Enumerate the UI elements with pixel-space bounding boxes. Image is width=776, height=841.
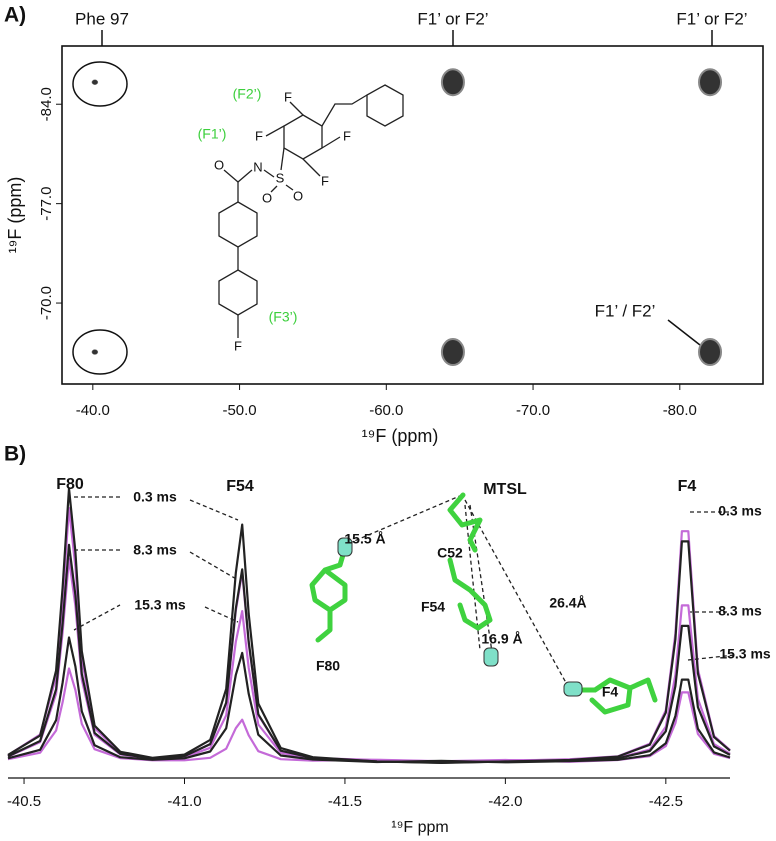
annotation: 0.3 ms: [133, 489, 177, 505]
annotation: (F1’): [198, 126, 227, 142]
annotation: 8.3 ms: [718, 603, 762, 619]
spectrum-line: [7, 487, 731, 764]
annotation: C52: [437, 545, 463, 561]
y-tick-label: -84.0: [38, 87, 55, 121]
leader-line: [667, 319, 701, 346]
annotation: F54: [226, 478, 254, 495]
plot-frame: [61, 45, 764, 385]
annotation: Phe 97: [75, 9, 129, 28]
annotation: F4: [602, 684, 619, 700]
atom-label: F: [234, 338, 242, 353]
x-tick-label: -40.0: [76, 402, 110, 419]
x-tick-label: -40.5: [7, 793, 41, 810]
x-tick-label: -42.5: [649, 793, 683, 810]
annotation: F54: [421, 599, 445, 615]
annotation: 16.9 Å: [481, 631, 522, 647]
peak: [440, 338, 465, 367]
x-axis-label: ¹⁹F (ppm): [362, 426, 439, 446]
annotation: MTSL: [483, 481, 527, 498]
peak: [440, 68, 465, 97]
atom-label: N: [253, 159, 262, 174]
annotation: (F2’): [233, 86, 262, 102]
molecule-sticks: [309, 492, 658, 715]
annotation: 15.5 Å: [344, 531, 385, 547]
annotation: F1’ or F2’: [417, 9, 488, 28]
x-tick-label: -41.5: [328, 793, 362, 810]
spectrum-line: [7, 557, 731, 764]
atom-label: F: [321, 173, 329, 188]
x-tick-label: -42.0: [488, 793, 522, 810]
annotation: F80: [316, 658, 340, 674]
annotation: 8.3 ms: [133, 542, 177, 558]
spectrum-line: [7, 667, 731, 763]
atom-label: O: [262, 190, 272, 205]
atom-label: O: [214, 157, 224, 172]
molecule-structure: [218, 84, 404, 338]
panel-label: B): [4, 443, 26, 466]
peak: [698, 68, 723, 97]
atom-label: O: [293, 188, 303, 203]
y-tick-label: -70.0: [38, 286, 55, 320]
x-tick-label: -41.0: [167, 793, 201, 810]
y-axis-label: ¹⁹F (ppm): [5, 177, 25, 254]
x-tick-label: -70.0: [516, 402, 550, 419]
circle-marker: [72, 329, 128, 375]
annotation: F4: [678, 478, 697, 495]
annotation: F1’ / F2’: [595, 301, 656, 320]
y-tick-label: -77.0: [38, 187, 55, 221]
annotation: (F3’): [269, 309, 298, 325]
annotation: F80: [56, 476, 84, 493]
peak: [698, 338, 723, 367]
x-tick-label: -50.0: [222, 402, 256, 419]
atom-label: S: [276, 170, 285, 185]
x-axis-label: ¹⁹F ppm: [391, 819, 449, 836]
panel-label: A): [4, 4, 26, 27]
annotation: F1’ or F2’: [676, 9, 747, 28]
peak: [91, 349, 99, 355]
spectrum-line: [7, 543, 731, 764]
x-tick-label: -80.0: [663, 402, 697, 419]
peak: [91, 79, 99, 85]
annotation: 15.3 ms: [134, 597, 186, 613]
annotation: 15.3 ms: [719, 646, 771, 662]
leader-lines: [73, 494, 736, 691]
annotation: 0.3 ms: [718, 503, 762, 519]
atom-label: F: [284, 89, 292, 104]
atom-label: F: [343, 128, 351, 143]
circle-marker: [72, 61, 128, 107]
spectrum-line: [7, 636, 731, 764]
annotation: 26.4Å: [549, 595, 586, 611]
atom-label: F: [255, 128, 263, 143]
x-tick-label: -60.0: [369, 402, 403, 419]
